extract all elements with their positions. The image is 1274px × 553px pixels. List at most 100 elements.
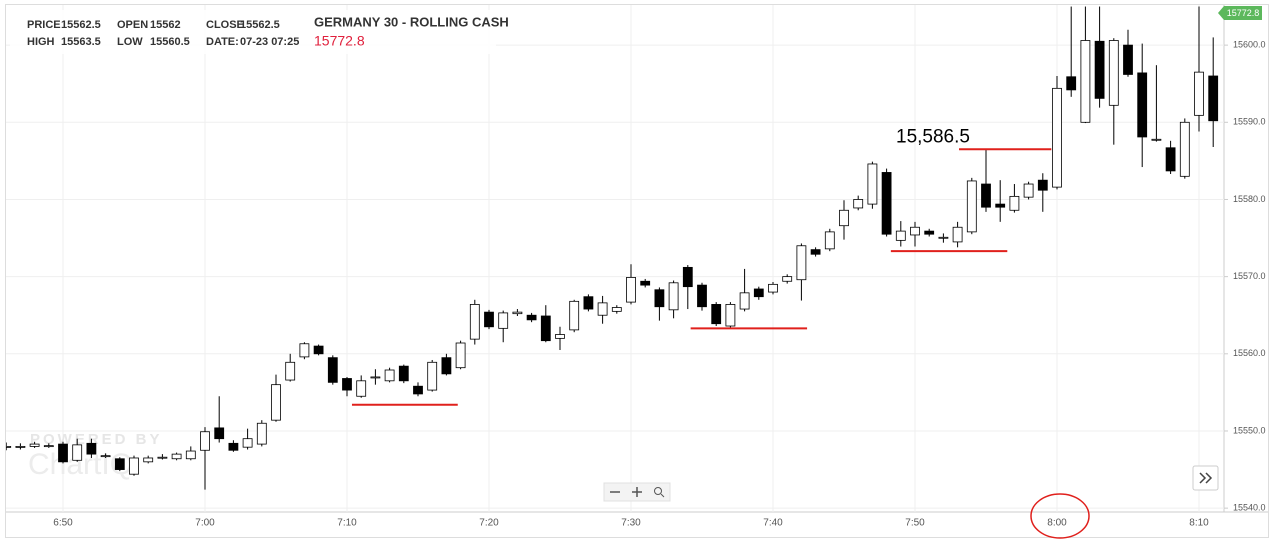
zoom-reset[interactable] xyxy=(654,487,665,498)
header-value: 15562 xyxy=(150,19,181,31)
candle-body xyxy=(1052,87,1062,188)
header-label: OPEN xyxy=(117,19,148,31)
candle-body xyxy=(427,361,438,391)
candle-body xyxy=(540,315,551,342)
candle-body xyxy=(753,288,764,298)
candle-body xyxy=(271,384,281,421)
candle-body xyxy=(924,230,935,235)
candle-body xyxy=(1066,76,1077,91)
y-tick-label: 15570.0 xyxy=(1233,271,1266,281)
candle-body xyxy=(1208,75,1219,122)
candle-body xyxy=(455,342,466,369)
candle-body xyxy=(1179,121,1190,177)
x-tick-label: 8:10 xyxy=(1189,518,1209,529)
candle-body xyxy=(668,282,679,311)
candle-body xyxy=(626,277,636,303)
x-tick-label: 6:50 xyxy=(53,518,73,529)
header-value: 15563.5 xyxy=(61,36,101,48)
candle-body xyxy=(1151,138,1162,141)
candle-body xyxy=(342,378,352,391)
candle-body xyxy=(157,456,168,459)
candle-body xyxy=(682,266,693,288)
grid: 15540.0 15550.0 15560.0 15570.0 15580.0 15590… xyxy=(6,5,1266,529)
frame xyxy=(5,4,1269,538)
candle-body xyxy=(824,231,835,250)
y-tick-label: 15580.0 xyxy=(1233,194,1266,204)
header-label: LOW xyxy=(117,36,143,48)
header-value: 15562.5 xyxy=(61,19,101,31)
x-tick-label: 7:50 xyxy=(905,518,925,529)
candle-body xyxy=(1194,71,1204,116)
candle-body xyxy=(1094,40,1105,99)
candle-body xyxy=(200,431,210,451)
candle-body xyxy=(441,357,452,375)
candle-body xyxy=(1037,179,1048,191)
candle-body xyxy=(171,453,182,460)
candle-body xyxy=(185,450,196,460)
candle-body xyxy=(810,249,821,255)
candle-body xyxy=(512,311,523,315)
candle-body xyxy=(43,445,54,448)
candle-body xyxy=(86,442,97,455)
candle-body xyxy=(498,312,509,329)
candle-body xyxy=(1137,72,1148,138)
candle-body xyxy=(299,343,310,358)
candle-body xyxy=(640,280,651,286)
candle-body xyxy=(555,334,565,339)
candle-body xyxy=(938,236,949,239)
candle-body xyxy=(1009,195,1020,211)
candle-body xyxy=(952,226,963,243)
candle-body xyxy=(469,304,480,340)
candle-body xyxy=(242,438,253,448)
header-value: 15560.5 xyxy=(150,36,190,48)
candle-body xyxy=(867,163,878,205)
y-tick-label: 15590.0 xyxy=(1233,117,1266,127)
candle-body xyxy=(129,457,139,475)
candle-body xyxy=(1165,147,1176,172)
x-tick-label: 7:20 xyxy=(479,518,499,529)
header-label: CLOSE xyxy=(206,19,244,31)
candle-body xyxy=(611,307,622,312)
candle-body xyxy=(413,385,423,395)
candle-body xyxy=(29,443,40,447)
candle-body xyxy=(214,427,225,440)
header-label: DATE: xyxy=(206,36,239,48)
candle-body xyxy=(526,314,537,321)
header-value: 15562.5 xyxy=(240,19,280,31)
candle-body xyxy=(15,446,26,448)
level-label: 15,586.5 xyxy=(896,126,970,147)
scroll-end-button[interactable] xyxy=(1192,465,1219,491)
candle-body xyxy=(114,458,125,470)
candle-body xyxy=(228,442,239,451)
zoom-in[interactable] xyxy=(632,487,642,497)
candle-body xyxy=(995,203,1006,208)
zoom-controls[interactable] xyxy=(603,482,671,502)
candle-body xyxy=(768,283,778,293)
candle-body xyxy=(981,183,991,208)
candle-body xyxy=(796,245,807,281)
candle-body xyxy=(739,292,750,310)
candle-body xyxy=(384,369,395,382)
candle-body xyxy=(966,180,977,233)
candle-body xyxy=(72,444,83,461)
candle-body xyxy=(853,199,864,209)
candle-body xyxy=(398,365,409,382)
candle-body xyxy=(725,304,736,327)
x-tick-label: 7:30 xyxy=(621,518,641,529)
candle-body xyxy=(1080,40,1091,123)
candle-body xyxy=(313,345,324,355)
candles xyxy=(6,6,1219,490)
candle-body xyxy=(895,230,906,241)
candle-body xyxy=(839,209,849,227)
header-label: HIGH xyxy=(27,36,55,48)
candle-body xyxy=(356,380,367,397)
candle-body xyxy=(327,357,338,383)
candle-body xyxy=(569,300,580,331)
candle-body xyxy=(1108,40,1119,106)
header-bg xyxy=(10,10,496,54)
candle-body xyxy=(583,296,594,310)
candle-body xyxy=(58,443,68,463)
candle-body xyxy=(1123,44,1133,75)
